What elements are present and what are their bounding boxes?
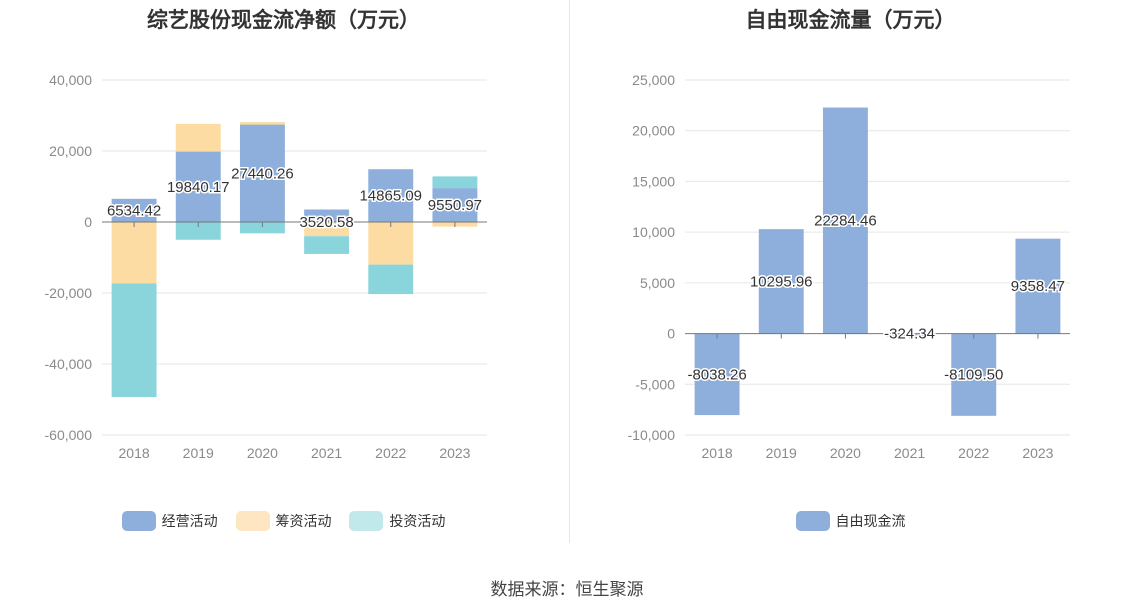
y-tick-label: 0	[667, 326, 675, 342]
x-tick-label: 2020	[247, 445, 278, 461]
data-label: 14865.09	[359, 188, 422, 205]
x-tick-label: 2021	[894, 445, 925, 461]
legend-item-investing[interactable]: 投资活动	[349, 511, 445, 531]
bar-primary-2022	[951, 333, 997, 416]
data-label: -8038.26	[687, 366, 746, 383]
y-tick-label: 15,000	[632, 173, 675, 189]
bar-series-2-2020	[239, 222, 285, 234]
bar-series-2-2021	[304, 236, 350, 254]
y-tick-label: 5,000	[640, 275, 675, 291]
y-tick-label: 25,000	[632, 72, 675, 88]
y-tick-label: 20,000	[49, 143, 92, 159]
x-tick-label: 2019	[766, 445, 797, 461]
data-label: 9358.47	[1011, 278, 1065, 295]
bar-primary-2019	[758, 229, 804, 334]
bar-series-2-2019	[175, 222, 221, 240]
bar-series-2-2022	[368, 264, 414, 295]
data-label: 10295.96	[750, 273, 813, 290]
bar-series-2-2018	[111, 283, 157, 398]
bar-primary-2021	[304, 209, 350, 222]
x-tick-label: 2019	[183, 445, 214, 461]
data-label: 22284.46	[814, 213, 877, 230]
y-tick-label: 0	[84, 214, 92, 230]
bar-series-2-2023	[432, 176, 478, 189]
bar-primary-2018	[111, 198, 157, 222]
bar-series-1-2021	[304, 222, 350, 237]
x-tick-label: 2022	[958, 445, 989, 461]
bar-primary-2023	[1015, 238, 1061, 334]
legend-label-free-cashflow: 自由现金流	[835, 513, 906, 529]
y-tick-label: 10,000	[632, 224, 675, 240]
legend-item-free-cashflow[interactable]: 自由现金流	[795, 511, 906, 531]
y-tick-label: -20,000	[45, 285, 93, 301]
panel-divider	[569, 0, 570, 543]
legend-item-operating[interactable]: 经营活动	[121, 511, 218, 531]
data-label: -8109.50	[944, 367, 1003, 384]
data-label: 3520.58	[299, 214, 353, 231]
legend-free-cashflow: 自由现金流	[567, 511, 1134, 534]
y-tick-label: -5,000	[635, 376, 675, 392]
data-label: 6534.42	[107, 202, 161, 219]
cashflow-net-chart-panel: 综艺股份现金流净额（万元） 40,000 20,000 0 -20,000 -40,00…	[0, 0, 567, 545]
bar-series-1-2020	[239, 122, 285, 125]
bar-primary-2022	[368, 169, 414, 222]
data-label: 19840.17	[167, 179, 230, 196]
cashflow-net-chart: 40,000 20,000 0 -20,000 -40,000 -60,000 2018 20…	[45, 72, 487, 461]
data-source-note: 数据来源：恒生聚源	[490, 580, 644, 599]
legend-swatch-operating	[121, 511, 156, 531]
x-tick-label: 2018	[119, 445, 150, 461]
chart-title-cashflow-net: 综艺股份现金流净额（万元）	[147, 9, 420, 32]
x-tick-label: 2022	[375, 445, 406, 461]
bar-primary-2020	[239, 124, 285, 222]
x-tick-label: 2023	[439, 445, 470, 461]
y-tick-label: 20,000	[632, 123, 675, 139]
bar-primary-2018	[694, 333, 740, 416]
data-label: 9550.97	[428, 197, 482, 214]
y-tick-label: 40,000	[49, 72, 92, 88]
free-cashflow-chart-panel: 自由现金流量（万元） 25,000 20,000 15,000 10,000 5,000…	[567, 0, 1134, 545]
data-label: -324.34	[884, 326, 935, 343]
bar-primary-2023	[432, 188, 478, 222]
legend-swatch-investing	[349, 511, 384, 531]
chart-title-free-cashflow: 自由现金流量（万元）	[745, 9, 956, 32]
x-tick-label: 2023	[1022, 445, 1053, 461]
x-tick-label: 2018	[702, 445, 733, 461]
bar-primary-2020	[822, 107, 868, 334]
legend-label-financing: 筹资活动	[275, 513, 332, 529]
y-tick-label: -10,000	[628, 427, 676, 443]
x-tick-label: 2020	[830, 445, 861, 461]
data-label: 27440.26	[231, 165, 294, 182]
bar-primary-2019	[175, 151, 221, 222]
y-tick-label: -40,000	[45, 356, 93, 372]
free-cashflow-chart: 25,000 20,000 15,000 10,000 5,000 0 -5,000 -10,…	[628, 72, 1070, 461]
x-tick-label: 2021	[311, 445, 342, 461]
legend-label-operating: 经营活动	[161, 513, 218, 529]
legend-label-investing: 投资活动	[389, 513, 446, 529]
bar-series-1-2022	[368, 222, 414, 265]
legend-swatch-free-cashflow	[795, 511, 830, 531]
legend-cashflow-net: 经营活动 筹资活动 投资活动	[0, 511, 567, 534]
bar-series-1-2019	[175, 123, 221, 152]
bar-series-1-2018	[111, 222, 157, 284]
legend-item-financing[interactable]: 筹资活动	[235, 511, 332, 531]
legend-swatch-financing	[235, 511, 270, 531]
y-tick-label: -60,000	[45, 427, 93, 443]
